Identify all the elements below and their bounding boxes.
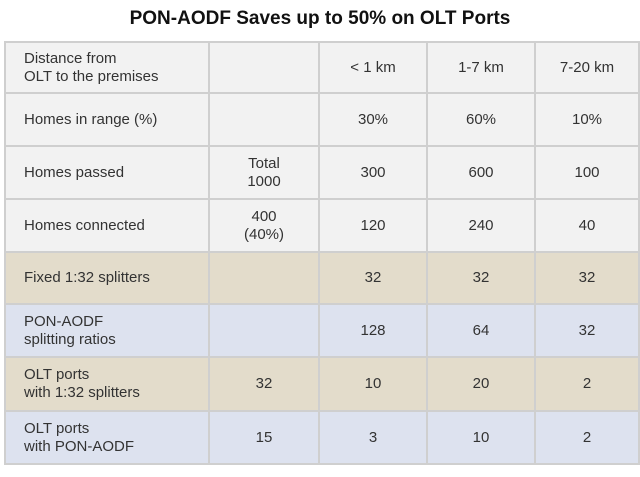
row-value: 32 bbox=[534, 251, 640, 305]
row-total-line: Total bbox=[248, 154, 280, 172]
row-label-line: Homes passed bbox=[24, 163, 125, 181]
row-label-line: Homes in range (%) bbox=[24, 110, 158, 128]
row-value: 64 bbox=[426, 303, 536, 358]
table-row: Homes in range (%) 30% 60% 10% bbox=[4, 92, 640, 147]
header-label-line: Distance from bbox=[24, 49, 117, 67]
row-value: 120 bbox=[318, 198, 428, 253]
row-total-line: 1000 bbox=[247, 172, 281, 190]
page-title: PON-AODF Saves up to 50% on OLT Ports bbox=[129, 8, 511, 29]
row-value: 60% bbox=[426, 92, 536, 147]
header-col-lt1km: < 1 km bbox=[318, 41, 428, 94]
row-label-line: Homes connected bbox=[24, 216, 145, 234]
table-row: Fixed 1:32 splitters 32 32 32 bbox=[4, 251, 640, 305]
row-total bbox=[208, 303, 320, 358]
table-row: Homes passed Total 1000 300 600 100 bbox=[4, 145, 640, 200]
row-value: 100 bbox=[534, 145, 640, 200]
row-value: 32 bbox=[318, 251, 428, 305]
table-row: OLT ports with 1:32 splitters 32 10 20 2 bbox=[4, 356, 640, 412]
table-row: OLT ports with PON-AODF 15 3 10 2 bbox=[4, 410, 640, 465]
row-label: Homes connected bbox=[4, 198, 210, 253]
row-total: 400 (40%) bbox=[208, 198, 320, 253]
row-total: 32 bbox=[208, 356, 320, 412]
row-label-line: splitting ratios bbox=[24, 330, 116, 348]
row-value: 32 bbox=[534, 303, 640, 358]
header-col-1-7km: 1-7 km bbox=[426, 41, 536, 94]
row-value: 240 bbox=[426, 198, 536, 253]
row-value: 30% bbox=[318, 92, 428, 147]
row-value: 10% bbox=[534, 92, 640, 147]
row-label: Homes in range (%) bbox=[4, 92, 210, 147]
row-label-line: OLT ports bbox=[24, 366, 90, 383]
comparison-table: Distance from OLT to the premises < 1 km… bbox=[4, 41, 640, 465]
row-label-line: PON-AODF bbox=[24, 312, 104, 330]
row-total: Total 1000 bbox=[208, 145, 320, 200]
header-label-cell: Distance from OLT to the premises bbox=[4, 41, 210, 94]
row-label: OLT ports with 1:32 splitters bbox=[4, 356, 210, 412]
row-label-line: Fixed 1:32 splitters bbox=[24, 269, 150, 286]
row-value: 128 bbox=[318, 303, 428, 358]
table-row: Homes connected 400 (40%) 120 240 40 bbox=[4, 198, 640, 253]
header-total-cell bbox=[208, 41, 320, 94]
row-label-line: with 1:32 splitters bbox=[24, 384, 140, 401]
row-label: OLT ports with PON-AODF bbox=[4, 410, 210, 465]
row-value: 10 bbox=[426, 410, 536, 465]
row-value: 300 bbox=[318, 145, 428, 200]
row-value: 600 bbox=[426, 145, 536, 200]
row-total: 15 bbox=[208, 410, 320, 465]
row-total-line: (40%) bbox=[243, 225, 284, 243]
row-value: 2 bbox=[534, 356, 640, 412]
row-value: 10 bbox=[318, 356, 428, 412]
row-value: 40 bbox=[534, 198, 640, 253]
row-label: Fixed 1:32 splitters bbox=[4, 251, 210, 305]
row-label-line: OLT ports bbox=[24, 419, 90, 437]
header-col-7-20km: 7-20 km bbox=[534, 41, 640, 94]
row-total bbox=[208, 92, 320, 147]
table-row: PON-AODF splitting ratios 128 64 32 bbox=[4, 303, 640, 358]
row-value: 20 bbox=[426, 356, 536, 412]
row-value: 3 bbox=[318, 410, 428, 465]
header-label-line: OLT to the premises bbox=[24, 67, 159, 85]
header-row: Distance from OLT to the premises < 1 km… bbox=[4, 41, 640, 94]
row-total-line: 400 bbox=[251, 207, 277, 225]
row-value: 2 bbox=[534, 410, 640, 465]
row-total bbox=[208, 251, 320, 305]
row-label: Homes passed bbox=[4, 145, 210, 200]
row-value: 32 bbox=[426, 251, 536, 305]
row-label: PON-AODF splitting ratios bbox=[4, 303, 210, 358]
row-label-line: with PON-AODF bbox=[24, 437, 135, 455]
